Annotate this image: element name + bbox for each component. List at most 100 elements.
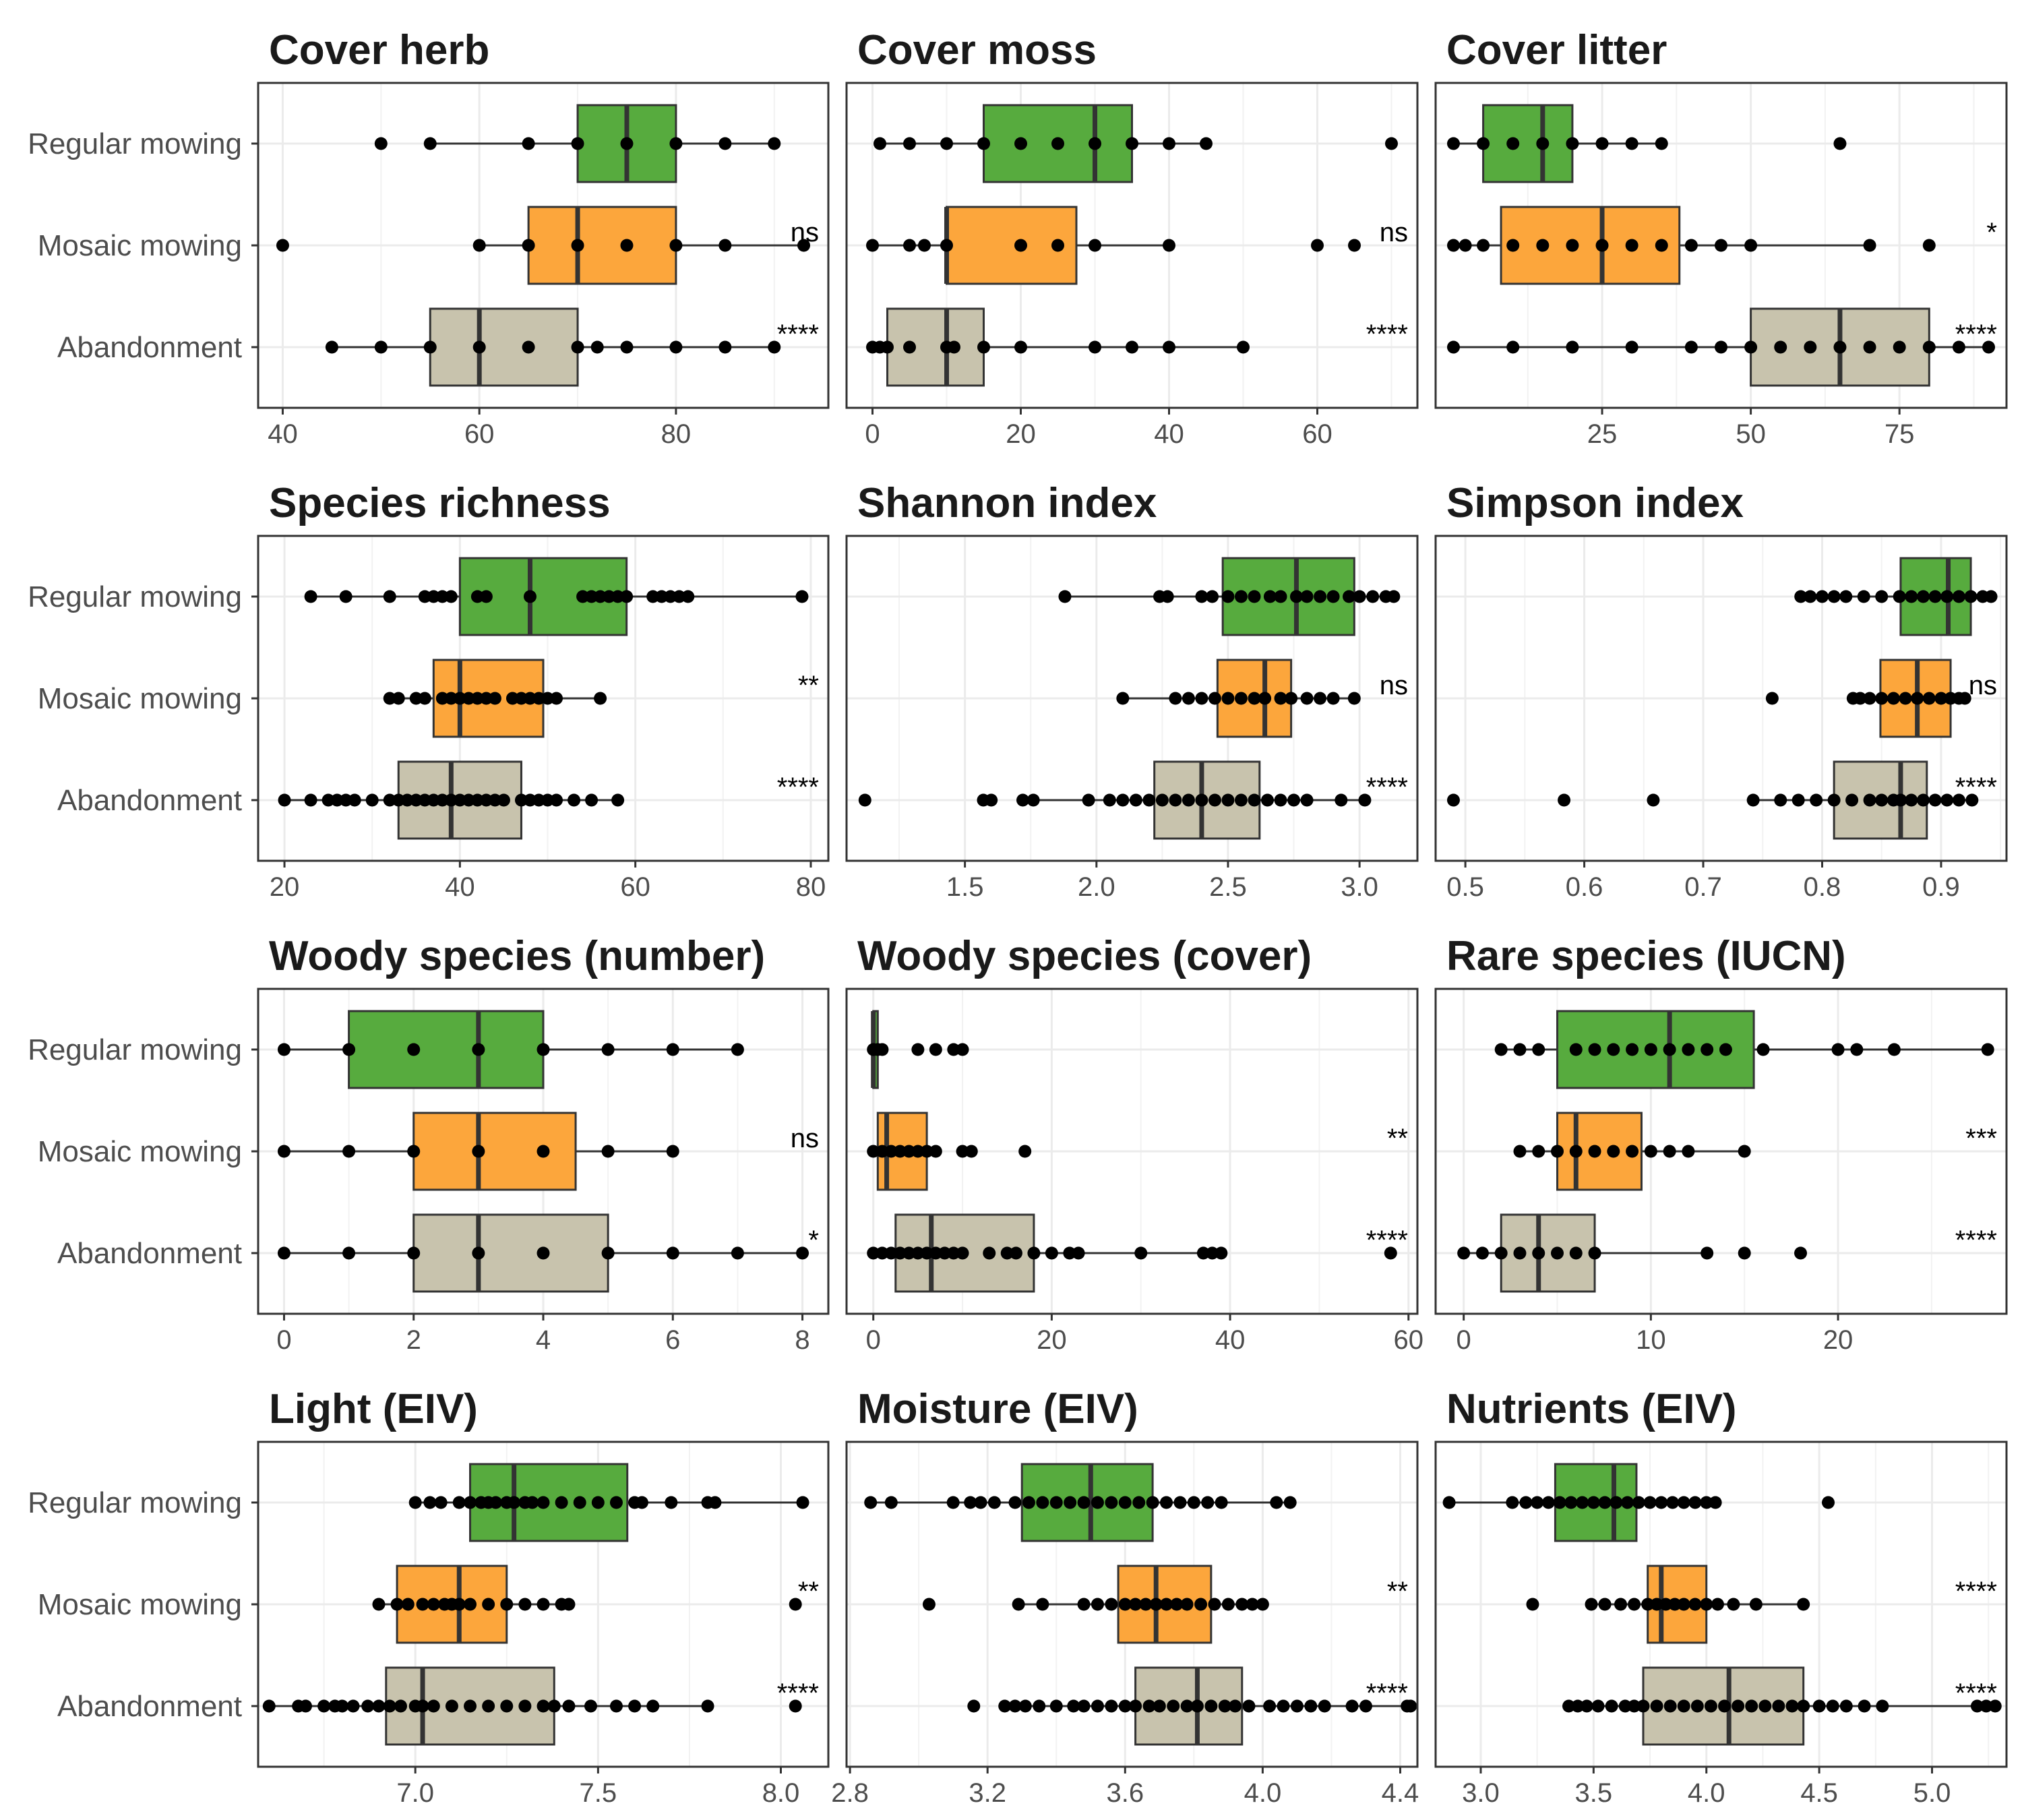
panel-border xyxy=(845,988,1419,1315)
data-point xyxy=(1142,793,1156,807)
data-point xyxy=(277,1145,290,1158)
data-point xyxy=(1749,1598,1763,1611)
data-point xyxy=(1404,1699,1417,1713)
data-point xyxy=(956,1043,969,1056)
data-point xyxy=(903,340,916,354)
data-point xyxy=(1335,793,1348,807)
data-point xyxy=(1091,1496,1104,1509)
data-point xyxy=(532,692,545,705)
data-point xyxy=(562,1598,576,1611)
data-point xyxy=(392,692,405,705)
data-point xyxy=(1797,1598,1810,1611)
x-tick-label: 7.0 xyxy=(396,1778,434,1808)
data-point xyxy=(1833,137,1847,150)
data-point xyxy=(407,1043,421,1056)
data-point xyxy=(325,340,338,354)
data-point xyxy=(418,590,431,603)
data-point xyxy=(1221,1598,1235,1611)
data-point xyxy=(506,692,519,705)
data-point xyxy=(1765,692,1779,705)
data-point xyxy=(867,1145,880,1158)
data-point xyxy=(1459,239,1472,252)
data-point xyxy=(1274,590,1287,603)
x-tick-label: 7.5 xyxy=(580,1778,617,1808)
data-point xyxy=(1614,1598,1628,1611)
data-point xyxy=(1049,1699,1063,1713)
panel-border xyxy=(257,1440,830,1768)
data-point xyxy=(929,1145,942,1158)
data-point xyxy=(1857,590,1870,603)
data-point xyxy=(1922,239,1936,252)
data-point xyxy=(1204,1699,1218,1713)
data-point xyxy=(1893,340,1906,354)
significance-label: **** xyxy=(1955,320,1997,349)
data-point xyxy=(867,1246,880,1260)
data-point xyxy=(407,1246,421,1260)
data-point xyxy=(893,1246,907,1260)
data-point xyxy=(1173,1496,1187,1509)
x-tick-label: 25 xyxy=(1587,419,1618,449)
data-point xyxy=(1564,1496,1578,1509)
data-point xyxy=(479,692,493,705)
x-tick-label: 40 xyxy=(1154,419,1184,449)
data-point xyxy=(1928,793,1942,807)
panel-light-eiv-: Light (EIV)******7.0 7.5 8.0 xyxy=(257,1386,830,1808)
panel-title: Light (EIV) xyxy=(269,1386,478,1432)
data-point xyxy=(1494,1246,1508,1260)
data-point xyxy=(1077,1699,1091,1713)
data-point xyxy=(1105,1699,1118,1713)
data-point xyxy=(1206,1246,1219,1260)
panel-woody-species-number-: Woody species (number) ns * 0 2 4 6 8 xyxy=(257,933,830,1355)
significance-label: ns xyxy=(1380,218,1408,247)
data-point xyxy=(874,137,886,150)
data-point xyxy=(1758,1699,1772,1713)
data-point xyxy=(392,793,405,807)
data-point xyxy=(1610,1496,1623,1509)
data-point xyxy=(277,1043,290,1056)
significance-label: **** xyxy=(1366,1678,1408,1708)
panel-title: Nutrients (EIV) xyxy=(1446,1386,1737,1432)
x-tick-label: 40 xyxy=(445,872,475,902)
significance-label: ** xyxy=(1387,1124,1408,1153)
panel-woody-species-cover-: Woody species (cover)******0 20 40 60 xyxy=(845,933,1423,1355)
box-2 xyxy=(412,1213,609,1293)
data-point xyxy=(321,793,335,807)
data-point xyxy=(537,1699,550,1713)
data-point xyxy=(1628,1598,1641,1611)
data-point xyxy=(1300,793,1314,807)
data-point xyxy=(876,1145,889,1158)
data-point xyxy=(1475,1246,1489,1260)
y-axis-label: Mosaic mowing xyxy=(38,682,242,715)
data-point xyxy=(911,1246,925,1260)
data-point xyxy=(304,590,317,603)
significance-label: **** xyxy=(1955,1225,1997,1255)
data-point xyxy=(1854,692,1867,705)
panel-border xyxy=(257,82,830,409)
data-point xyxy=(620,340,634,354)
significance-label: * xyxy=(1986,218,1997,247)
significance-label: ** xyxy=(798,1577,819,1606)
data-point xyxy=(571,137,584,150)
data-point xyxy=(470,793,484,807)
data-point xyxy=(1155,793,1169,807)
data-point xyxy=(1682,1145,1695,1158)
data-point xyxy=(1022,1496,1035,1509)
data-point xyxy=(1195,793,1208,807)
data-point xyxy=(1650,1598,1663,1611)
data-point xyxy=(409,692,423,705)
data-point xyxy=(884,1246,898,1260)
data-point xyxy=(464,1699,477,1713)
data-point xyxy=(1142,1699,1156,1713)
data-point xyxy=(1738,1246,1751,1260)
data-point xyxy=(1283,1496,1297,1509)
data-point xyxy=(304,793,317,807)
data-point xyxy=(609,1699,623,1713)
data-point xyxy=(361,1699,375,1713)
panel-border xyxy=(845,535,1419,862)
data-point xyxy=(1772,1699,1785,1713)
y-axis-label: Regular mowing xyxy=(28,1033,242,1066)
data-point xyxy=(1591,1699,1605,1713)
data-point xyxy=(339,793,353,807)
data-point xyxy=(731,1246,744,1260)
